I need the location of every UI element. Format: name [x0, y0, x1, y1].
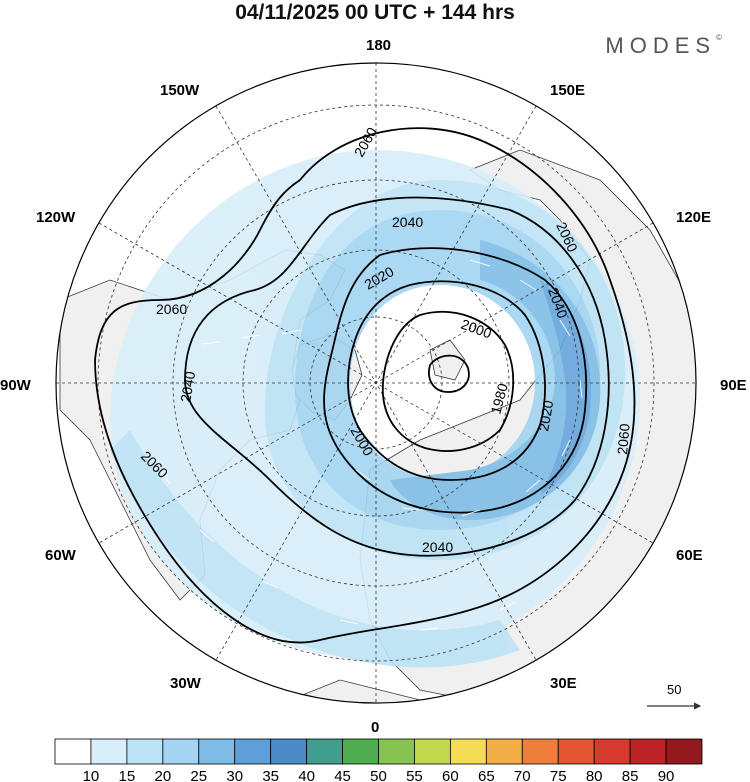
colorbar-tick-label: 15 [119, 768, 136, 782]
colorbar-tick-label: 45 [334, 768, 351, 782]
colorbar-tick-label: 75 [550, 768, 567, 782]
lon-label-150w: 150W [160, 82, 200, 99]
map-title: 04/11/2025 00 UTC + 144 hrs [235, 1, 515, 24]
colorbar-tick-label: 50 [370, 768, 387, 782]
colorbar-tick-label: 70 [514, 768, 531, 782]
contour-2040 [184, 196, 610, 557]
colorbar-swatch [593, 738, 631, 765]
contour-label: 2020 [535, 399, 556, 433]
lon-label-top: 180 [366, 37, 391, 54]
lon-label-bottom: 0 [371, 719, 379, 736]
colorbar-swatch [557, 738, 595, 765]
contour-label: 2060 [614, 423, 633, 456]
colorbar-swatch [378, 738, 415, 765]
lon-label-30e: 30E [550, 675, 577, 692]
colorbar-swatch [234, 738, 272, 765]
colorbar-swatch [665, 738, 703, 765]
contour-label: 2040 [177, 370, 198, 404]
colorbar-swatch [629, 738, 667, 765]
contour-2020 [323, 247, 588, 514]
colorbar-swatch [162, 738, 200, 765]
contour-low [428, 354, 470, 393]
lon-label-60e: 60E [676, 547, 703, 564]
wind-vectors [159, 259, 583, 631]
contour-label: 2040 [422, 539, 453, 555]
colorbar-swatch [449, 738, 487, 765]
colorbar-tick-label: 35 [262, 768, 279, 782]
lon-label-120e: 120E [676, 209, 711, 226]
colorbar-tick-label: 85 [622, 768, 639, 782]
colorbar-tick-label: 90 [658, 768, 675, 782]
colorbar-tick-label: 25 [190, 768, 207, 782]
colorbar-swatch [306, 738, 343, 765]
map-border [55, 62, 697, 704]
meridians [56, 63, 696, 703]
lon-label-90e: 90E [720, 377, 747, 394]
contour-label: 2060 [156, 301, 187, 317]
lon-label-90w: 90W [0, 377, 32, 394]
lon-label-120w: 120W [36, 209, 76, 226]
longitude-label-group: 180 150E 120E 90E 60E 30E 0 30W 60W 90W … [0, 37, 747, 736]
colorbar-tick-label: 55 [406, 768, 423, 782]
colorbar-tick-label: 40 [298, 768, 315, 782]
colorbar-tick-label: 65 [478, 768, 495, 782]
contour-label: 1980 [487, 381, 511, 415]
colorbar-tick-label: 20 [154, 768, 171, 782]
lon-label-60w: 60W [45, 547, 77, 564]
reference-vector-value: 50 [667, 682, 681, 697]
contour-label: 2040 [392, 214, 423, 230]
contour-2060 [94, 127, 636, 644]
colorbar-swatch [126, 738, 164, 765]
reference-vector: 50 [647, 682, 702, 710]
lon-label-150e: 150E [550, 82, 585, 99]
colorbar-tick-label: 60 [442, 768, 459, 782]
colorbar-tick-label: 80 [586, 768, 603, 782]
colorbar-swatch [521, 738, 559, 765]
colorbar-tick-label: 30 [226, 768, 243, 782]
colorbar-swatch [198, 738, 236, 765]
height-contours [94, 127, 636, 644]
colorbar-swatch [54, 738, 92, 765]
modes-logo: MODES© [605, 33, 722, 58]
colorbar-swatch [342, 738, 379, 765]
colorbar-tick-label: 10 [83, 768, 100, 782]
colorbar: 10 15 20 25 30 35 40 45 50 55 60 65 70 75 80 85 90 [54, 738, 703, 782]
colorbar-swatch [414, 738, 451, 765]
contour-2000 [347, 280, 546, 481]
colorbar-swatch [485, 738, 523, 765]
lon-label-30w: 30W [170, 675, 202, 692]
contour-1980 [381, 311, 515, 452]
colorbar-swatch [270, 738, 308, 765]
colorbar-swatch [90, 738, 128, 765]
